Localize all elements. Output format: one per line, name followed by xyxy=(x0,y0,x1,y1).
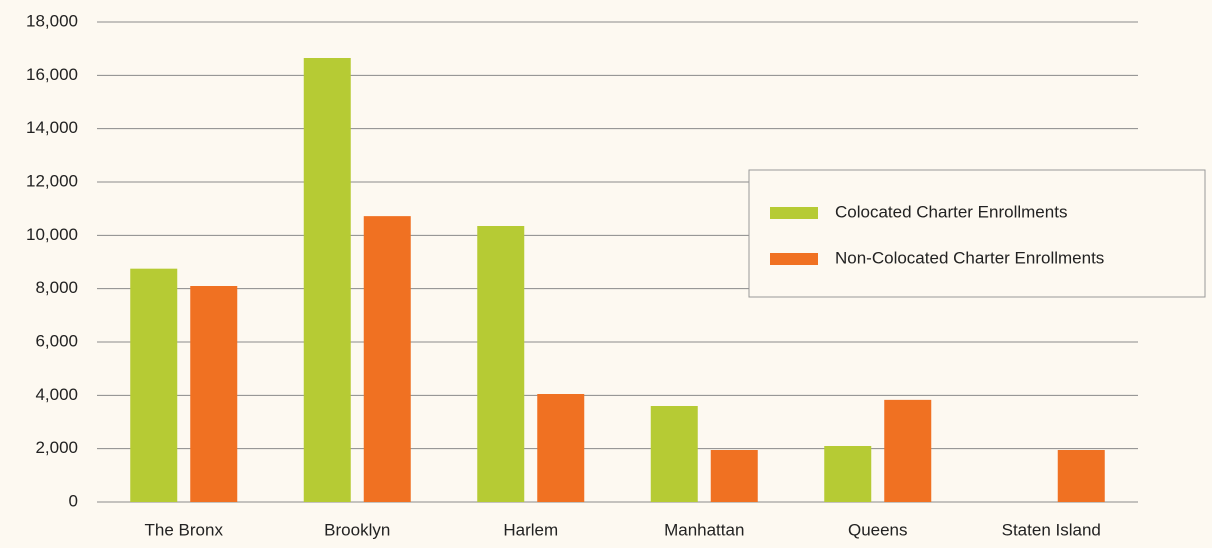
legend-label: Non-Colocated Charter Enrollments xyxy=(835,248,1104,267)
legend-box xyxy=(748,169,1206,298)
x-tick-label: Harlem xyxy=(503,520,558,539)
legend-swatch xyxy=(770,253,818,265)
bar xyxy=(650,406,698,502)
bar xyxy=(477,226,525,502)
bar xyxy=(537,394,585,502)
bar xyxy=(884,399,932,502)
y-tick-label: 0 xyxy=(69,491,78,510)
y-tick-label: 12,000 xyxy=(26,171,78,190)
x-tick-label: Queens xyxy=(848,520,908,539)
y-tick-label: 16,000 xyxy=(26,65,78,84)
y-tick-label: 10,000 xyxy=(26,225,78,244)
bar xyxy=(824,446,872,502)
y-tick-label: 18,000 xyxy=(26,11,78,30)
x-tick-label: Staten Island xyxy=(1002,520,1101,539)
bar xyxy=(710,450,758,502)
bar xyxy=(303,58,351,502)
bar xyxy=(1057,450,1105,502)
legend-swatch xyxy=(770,207,818,219)
y-tick-label: 6,000 xyxy=(35,331,78,350)
bar xyxy=(190,286,238,502)
y-tick-label: 2,000 xyxy=(35,438,78,457)
legend-label: Colocated Charter Enrollments xyxy=(835,202,1067,221)
y-tick-label: 8,000 xyxy=(35,278,78,297)
x-tick-label: Manhattan xyxy=(664,520,744,539)
bar xyxy=(363,216,411,502)
y-tick-label: 14,000 xyxy=(26,118,78,137)
x-tick-label: The Bronx xyxy=(145,520,224,539)
y-tick-label: 4,000 xyxy=(35,385,78,404)
x-tick-label: Brooklyn xyxy=(324,520,390,539)
bar xyxy=(130,268,178,502)
